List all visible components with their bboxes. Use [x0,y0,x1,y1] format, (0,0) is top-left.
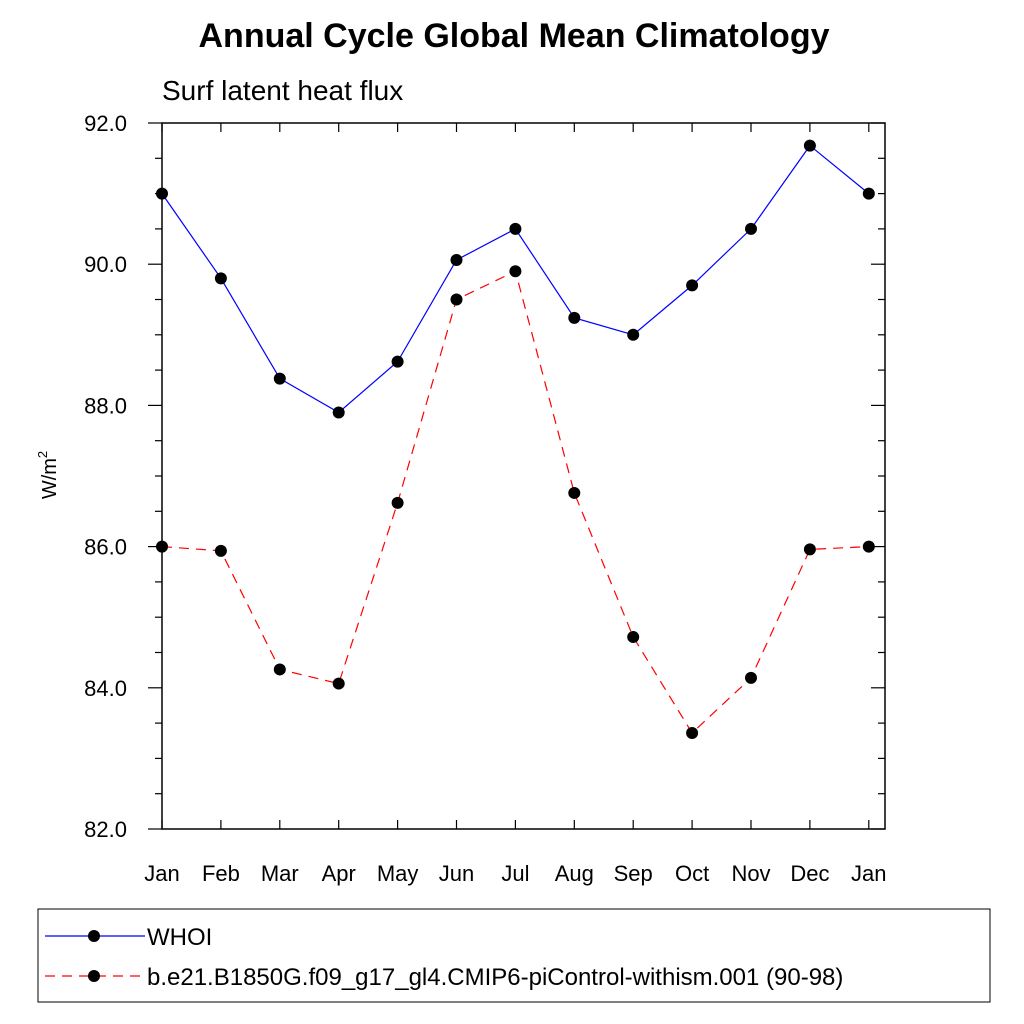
data-point-series-0 [509,222,522,235]
x-tick-label: Jun [439,861,474,886]
x-tick-label: Aug [555,861,594,886]
legend-swatch-marker-model [88,970,100,982]
series-line-0 [161,144,870,414]
y-tick-label: 84.0 [84,676,127,701]
legend: WHOI b.e21.B1850G.f09_g17_gl4.CMIP6-piCo… [37,908,991,1003]
data-point-series-1 [214,544,227,557]
y-tick-label: 82.0 [84,817,127,842]
data-series [156,139,875,739]
x-tick-label: Nov [731,861,770,886]
data-point-series-0 [391,355,404,368]
data-point-series-1 [391,496,404,509]
y-tick-label: 88.0 [84,393,127,418]
data-point-series-0 [332,406,345,419]
y-tick-label: 86.0 [84,535,127,560]
chart-title: Annual Cycle Global Mean Climatology [199,17,830,55]
x-tick-label: Jan [144,861,179,886]
data-point-series-0 [568,311,581,324]
data-point-series-1 [450,293,463,306]
data-point-series-1 [509,265,522,278]
x-axis-tick-labels: Jan Feb Mar Apr May Jun Jul Aug Sep Oct Nov Dec Jan [144,861,886,886]
y-axis-title-unit: W/m [39,458,61,499]
data-point-series-1 [803,543,816,556]
data-point-series-0 [156,187,168,200]
data-point-series-1 [686,726,699,739]
data-point-series-1 [273,663,286,676]
x-tick-label: Mar [261,861,299,886]
data-point-series-0 [450,253,463,266]
data-point-series-0 [273,372,286,385]
legend-swatch-marker-whoi [88,930,100,942]
data-point-series-1 [568,486,581,499]
data-point-series-0 [862,187,875,200]
y-tick-label: 90.0 [84,252,127,277]
chart-subtitle: Surf latent heat flux [162,75,403,106]
series-line-1 [161,270,869,734]
data-point-series-0 [627,328,640,341]
axis-ticks [148,122,885,830]
data-point-series-0 [803,139,816,152]
data-point-series-1 [862,540,875,553]
data-point-series-1 [627,630,640,643]
plot-frame [161,122,886,830]
x-tick-label: Oct [675,861,709,886]
legend-box [37,908,991,1003]
x-tick-label: Dec [790,861,829,886]
y-tick-label: 92.0 [84,111,127,136]
svg-text:W/m2: W/m2 [35,451,61,499]
x-tick-label: May [377,861,419,886]
data-point-series-1 [156,540,168,553]
data-point-series-0 [214,272,227,285]
x-tick-label: Apr [322,861,356,886]
y-axis-title: W/m2 [35,451,61,499]
x-tick-label: Feb [202,861,240,886]
data-point-series-0 [686,279,699,292]
x-tick-label: Jul [501,861,529,886]
x-tick-label: Sep [614,861,653,886]
data-point-series-0 [745,222,757,235]
y-axis-title-superscript: 2 [35,451,50,458]
legend-item-whoi: WHOI [45,924,212,951]
legend-item-model: b.e21.B1850G.f09_g17_gl4.CMIP6-piControl… [45,964,843,991]
x-tick-label: Jan [851,861,886,886]
legend-label-whoi: WHOI [147,924,212,951]
data-point-series-1 [332,677,345,690]
y-axis-tick-labels: 82.0 84.0 86.0 88.0 90.0 92.0 [84,111,127,842]
data-point-series-1 [745,671,757,684]
legend-label-model: b.e21.B1850G.f09_g17_gl4.CMIP6-piControl… [147,964,843,991]
